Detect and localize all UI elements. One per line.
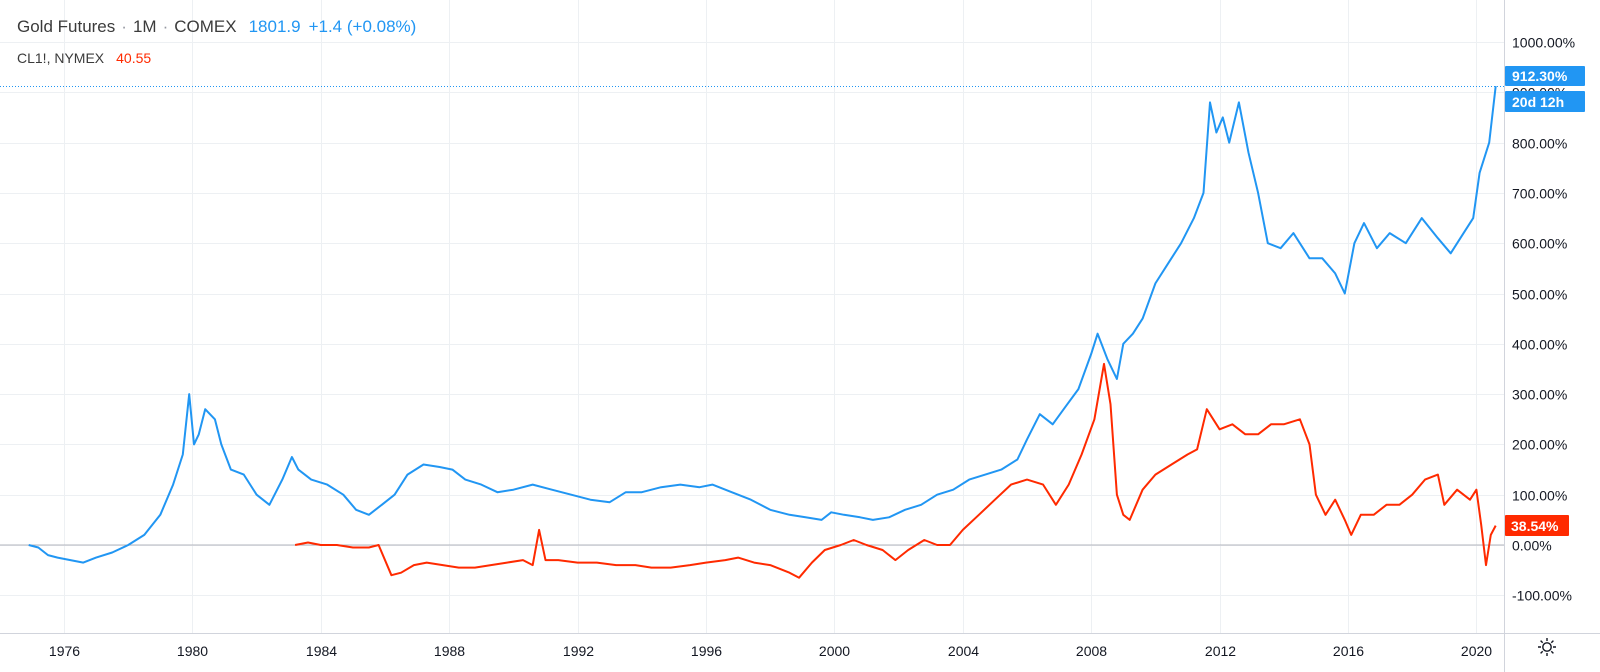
x-tick-label: 2004 bbox=[948, 643, 979, 659]
price-axis[interactable]: 1000.00%900.00%800.00%700.00%600.00%500.… bbox=[1512, 35, 1575, 604]
y-tick-label: 1000.00% bbox=[1512, 35, 1575, 51]
gold-futures-series-line bbox=[28, 85, 1497, 564]
x-tick-label: 2016 bbox=[1333, 643, 1364, 659]
time-axis[interactable]: 1976 1980 1984 1988 1992 1996 2000 2004 2008 2012… bbox=[49, 643, 1492, 659]
x-tick-label: 2008 bbox=[1076, 643, 1107, 659]
gold-price-label: 912.30% bbox=[1505, 66, 1585, 86]
x-tick-label: 1980 bbox=[177, 643, 208, 659]
crude-price-label: 38.54% bbox=[1505, 515, 1569, 536]
y-tick-label: 800.00% bbox=[1512, 136, 1567, 152]
x-tick-label: 1988 bbox=[434, 643, 465, 659]
y-tick-label: 600.00% bbox=[1512, 236, 1567, 252]
y-tick-label: 500.00% bbox=[1512, 287, 1567, 303]
y-tick-label: 0.00% bbox=[1512, 538, 1552, 554]
crude-oil-series-line bbox=[294, 362, 1497, 579]
y-tick-label: 400.00% bbox=[1512, 337, 1567, 353]
countdown-label: 20d 12h bbox=[1505, 91, 1585, 112]
x-tick-label: 1976 bbox=[49, 643, 80, 659]
legend-dot-separator: · bbox=[162, 17, 169, 36]
crude-price-label-text: 38.54% bbox=[1511, 518, 1559, 534]
legend-exchange: COMEX bbox=[174, 17, 237, 36]
grid bbox=[0, 0, 1504, 633]
x-tick-label: 2012 bbox=[1205, 643, 1236, 659]
main-series-legend[interactable]: Gold Futures · 1M · COMEX 1801.9 +1.4 (+0.08%) bbox=[17, 16, 416, 38]
legend-symbol[interactable]: Gold Futures bbox=[17, 17, 116, 36]
x-tick-label: 1996 bbox=[691, 643, 722, 659]
y-tick-label: 100.00% bbox=[1512, 488, 1567, 504]
x-tick-label: 1992 bbox=[563, 643, 594, 659]
y-tick-label: -100.00% bbox=[1512, 588, 1572, 604]
compare-price: 40.55 bbox=[116, 50, 152, 66]
y-tick-label: 700.00% bbox=[1512, 186, 1567, 202]
y-tick-label: 300.00% bbox=[1512, 387, 1567, 403]
compare-series-legend[interactable]: CL1!, NYMEX 40.55 bbox=[17, 47, 151, 69]
x-tick-label: 2020 bbox=[1461, 643, 1492, 659]
x-tick-label: 2000 bbox=[819, 643, 850, 659]
legend-price: 1801.9 bbox=[248, 17, 301, 36]
x-tick-label: 1984 bbox=[306, 643, 337, 659]
legend-dot-separator: · bbox=[121, 17, 127, 36]
gear-icon[interactable] bbox=[1535, 635, 1559, 659]
y-tick-label: 200.00% bbox=[1512, 437, 1567, 453]
gold-price-label-text: 912.30% bbox=[1512, 68, 1568, 84]
legend-change: +1.4 (+0.08%) bbox=[308, 17, 417, 36]
compare-symbol[interactable]: CL1!, NYMEX bbox=[17, 50, 105, 66]
countdown-label-text: 20d 12h bbox=[1512, 94, 1564, 110]
legend-interval: 1M bbox=[132, 17, 157, 36]
